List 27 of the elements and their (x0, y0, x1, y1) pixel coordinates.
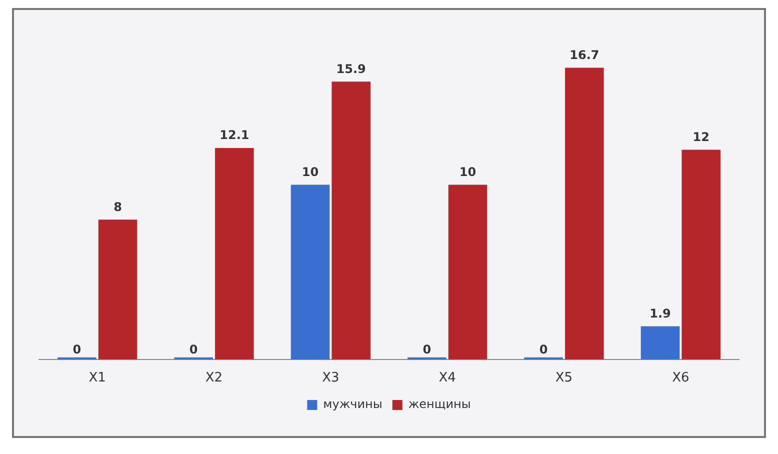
bar (290, 184, 330, 360)
data-label: 10 (302, 164, 319, 179)
x-tick-label: X3 (322, 370, 340, 386)
x-tick-label: X6 (672, 370, 690, 386)
bar (448, 184, 488, 360)
data-label: 10 (459, 164, 476, 179)
data-label: 15.9 (336, 62, 366, 76)
legend-label: мужчины (323, 397, 382, 412)
data-label: 0 (539, 342, 548, 357)
data-label: 0 (72, 342, 82, 357)
data-label: 0 (189, 342, 198, 357)
x-tick-label: X2 (205, 370, 223, 386)
bar (98, 220, 138, 360)
data-label: 1.9 (650, 306, 671, 320)
legend-label: женщины (408, 397, 471, 412)
data-label: 0 (422, 342, 432, 357)
x-tick-label: X1 (88, 370, 106, 386)
data-label: 16.7 (570, 48, 600, 62)
data-label: 12.1 (220, 128, 250, 142)
x-tick-label: X4 (438, 370, 456, 386)
bar (332, 82, 370, 360)
bar (565, 68, 604, 360)
bar (215, 148, 254, 360)
data-label: 12 (692, 130, 710, 144)
data-label: 8 (114, 200, 122, 214)
bar (682, 150, 720, 360)
x-tick-label: X5 (555, 370, 573, 386)
